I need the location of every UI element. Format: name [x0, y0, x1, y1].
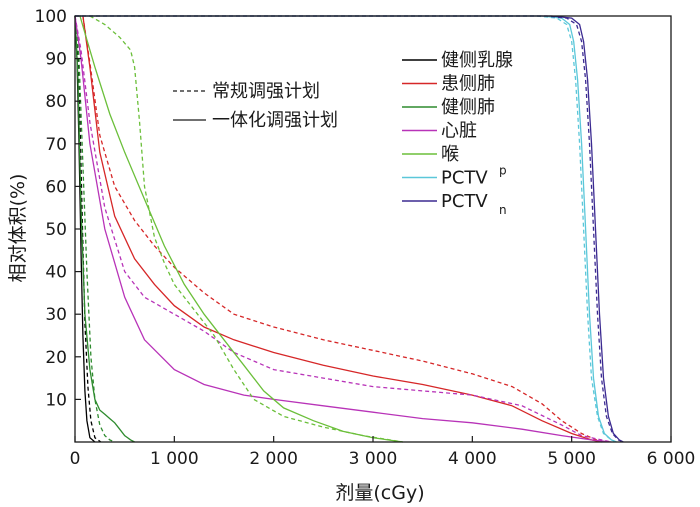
series-legend-label: 喉 — [441, 144, 459, 165]
series-line-solid-5 — [75, 15, 617, 443]
series-line-dashed-6 — [75, 15, 624, 443]
x-tick-label: 2 000 — [249, 449, 298, 469]
series-legend-label: 健侧乳腺 — [441, 50, 513, 71]
y-tick-label: 60 — [45, 177, 67, 197]
y-tick-label: 30 — [45, 305, 67, 325]
y-tick-label: 80 — [45, 92, 67, 112]
x-tick-label: 4 000 — [448, 449, 497, 469]
series-line-solid-6 — [75, 15, 624, 443]
y-tick-label: 70 — [45, 135, 67, 155]
y-tick-label: 90 — [45, 50, 67, 70]
x-tick-label: 1 000 — [150, 449, 199, 469]
y-tick-label: 20 — [45, 348, 67, 368]
y-axis-title: 相对体积(%) — [7, 174, 29, 283]
y-tick-label: 40 — [45, 263, 67, 283]
series-line-solid-2 — [74, 15, 135, 443]
series-line-dashed-5 — [75, 15, 617, 443]
x-tick-label: 3 000 — [349, 449, 398, 469]
series-legend-label: PCTV — [441, 191, 488, 212]
series-line-solid-4 — [79, 15, 403, 443]
plot-lines — [74, 15, 624, 443]
series-line-solid-1 — [82, 15, 602, 443]
series-legend-label: PCTV — [441, 168, 488, 189]
plot-frame — [74, 15, 672, 443]
style-legend-label: 一体化调强计划 — [212, 110, 338, 131]
x-tick-label: 6 000 — [647, 449, 696, 469]
series-line-dashed-4 — [89, 15, 403, 443]
series-legend-subscript: p — [499, 164, 507, 178]
y-tick-label: 50 — [45, 220, 67, 240]
series-legend-label: 健侧肺 — [441, 97, 495, 118]
y-axis: 10 20 30 40 50 60 70 80 90 100 — [35, 7, 81, 410]
y-tick-label: 10 — [45, 390, 67, 410]
x-tick-label: 5 000 — [547, 449, 596, 469]
y-tick-label: 100 — [35, 7, 67, 27]
series-line-solid-3 — [74, 15, 612, 443]
series-legend-subscript: n — [499, 203, 507, 217]
series-legend-label: 心脏 — [441, 121, 477, 142]
series-legend-label: 患侧肺 — [441, 74, 495, 95]
style-legend-label: 常规调强计划 — [212, 81, 320, 102]
x-axis-title: 剂量(cGy) — [335, 482, 424, 504]
x-axis: 0 1 000 2 000 3 000 4 000 5 000 6 000 — [70, 436, 696, 469]
x-tick-label: 0 — [70, 449, 81, 469]
series-line-dashed-1 — [82, 15, 607, 443]
series-line-dashed-3 — [74, 15, 612, 443]
